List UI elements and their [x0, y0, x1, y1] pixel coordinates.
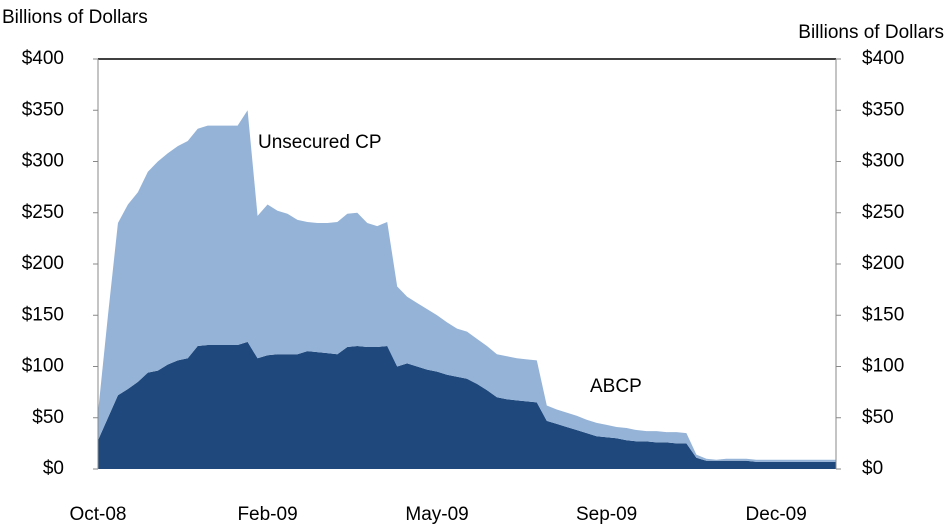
- y-tick-label: $300: [22, 151, 64, 172]
- y2-tick-label: $100: [862, 356, 904, 377]
- y-axis-title: Billions of Dollars: [2, 7, 148, 28]
- y2-tick-label: $0: [862, 458, 883, 479]
- y-tick-label: $50: [32, 407, 64, 428]
- series-label: Unsecured CP: [258, 132, 382, 153]
- x-tick-label: May-09: [405, 504, 468, 525]
- y-tick-label: $150: [22, 304, 64, 325]
- area: [98, 110, 836, 462]
- y-tick-label: $0: [43, 458, 64, 479]
- y2-tick-label: $50: [862, 407, 894, 428]
- y2-axis-title: Billions of Dollars: [798, 22, 944, 43]
- y-tick-label: $350: [22, 99, 64, 120]
- x-tick-label: Dec-09: [746, 504, 807, 525]
- y-tick-label: $250: [22, 202, 64, 223]
- y2-tick-label: $250: [862, 202, 904, 223]
- x-tick-label: Oct-08: [69, 504, 126, 525]
- y-tick-label: $200: [22, 253, 64, 274]
- y-tick-label: $100: [22, 356, 64, 377]
- series-label: ABCP: [590, 376, 642, 397]
- y2-tick-label: $350: [862, 99, 904, 120]
- y2-tick-label: $300: [862, 151, 904, 172]
- y-tick-label: $400: [22, 48, 64, 69]
- y2-tick-label: $400: [862, 48, 904, 69]
- y2-tick-label: $150: [862, 304, 904, 325]
- y2-tick-label: $200: [862, 253, 904, 274]
- x-tick-label: Sep-09: [576, 504, 637, 525]
- area: [98, 341, 836, 469]
- x-tick-label: Feb-09: [237, 504, 297, 525]
